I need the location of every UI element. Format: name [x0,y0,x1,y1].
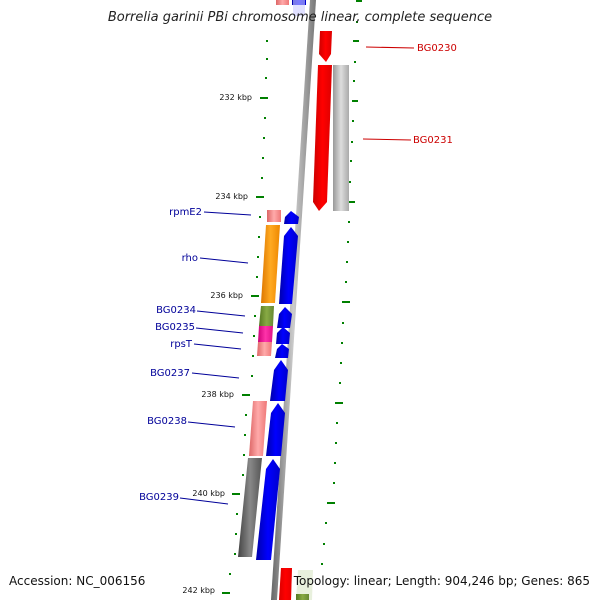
accession-info: Accession: NC_006156 [9,574,145,588]
gene-rpst-box [257,342,272,356]
topology-value: linear [353,574,388,588]
gene-feature [279,568,292,600]
reverse-strand-genes [313,31,349,211]
bottom-partial-features [279,568,313,600]
top-partial-features [276,0,306,16]
gene-rpme2-arrow [284,211,299,224]
gene-bg0234-arrow [277,307,292,328]
length-value: 904,246 bp [444,574,514,588]
genes-label: Genes: [521,574,564,588]
gene-rpst-arrow [275,344,289,358]
scale-tick-labels: 232 kbp 234 kbp 236 kbp 238 kbp 240 kbp … [182,93,252,595]
tick-label: 238 kbp [201,390,234,399]
gene-rpme2-box [267,210,281,222]
gene-feature [276,0,289,5]
map-title: Borrelia garinii PBi chromosome linear, … [107,10,493,25]
gene-labels: BG0230 BG0231 rpmE2 rho BG0234 BG0235 rp… [139,43,457,503]
gene-label-bg0230: BG0230 [417,43,457,54]
right-scale [321,0,362,565]
gene-bg0231 [313,65,332,211]
tick-label: 242 kbp [182,586,215,595]
gene-bg0239-arrow [256,459,280,560]
gene-label-rpme2: rpmE2 [169,207,202,218]
gene-bg0238-box [249,401,267,456]
chromosome-backbone [271,0,316,600]
length-label: Length: [395,574,441,588]
gene-feature [296,570,313,600]
gene-feature [293,0,305,16]
accession-label: Accession: [9,574,73,588]
gene-label-bg0239: BG0239 [139,492,179,503]
gene-bg0237-arrow [270,360,288,401]
gene-bg0230 [319,31,332,62]
gene-bg0235-box [258,326,273,342]
gene-label-bg0234: BG0234 [156,305,196,316]
left-scale [222,40,268,594]
gene-bg0235-arrow [276,327,290,344]
gene-rho-box [261,225,280,303]
topology-label: Topology: [293,574,350,588]
gene-label-bg0231: BG0231 [413,135,453,146]
accession-value: NC_006156 [76,574,146,588]
gene-label-bg0235: BG0235 [155,322,195,333]
gene-bg0239-box [238,458,262,557]
gene-pseudo [333,65,349,211]
tick-label: 234 kbp [215,192,248,201]
tick-label: 240 kbp [192,489,225,498]
label-leaders [179,46,415,505]
gene-feature [279,568,292,600]
cog-boxes [238,210,281,557]
genes-value: 865 [567,574,590,588]
gene-feature [296,594,309,600]
gene-rho-arrow [279,227,298,304]
tick-label: 236 kbp [210,291,243,300]
gene-label-bg0237: BG0237 [150,368,190,379]
gene-bg0234-box [259,306,274,326]
sequence-summary: Topology: linear; Length: 904,246 bp; Ge… [293,574,590,588]
gene-label-rpst: rpsT [170,339,193,350]
gene-label-rho: rho [182,253,198,264]
gene-label-bg0238: BG0238 [147,416,187,427]
tick-label: 232 kbp [219,93,252,102]
gene-bg0238-arrow [266,403,285,456]
forward-strand-genes [256,211,299,560]
